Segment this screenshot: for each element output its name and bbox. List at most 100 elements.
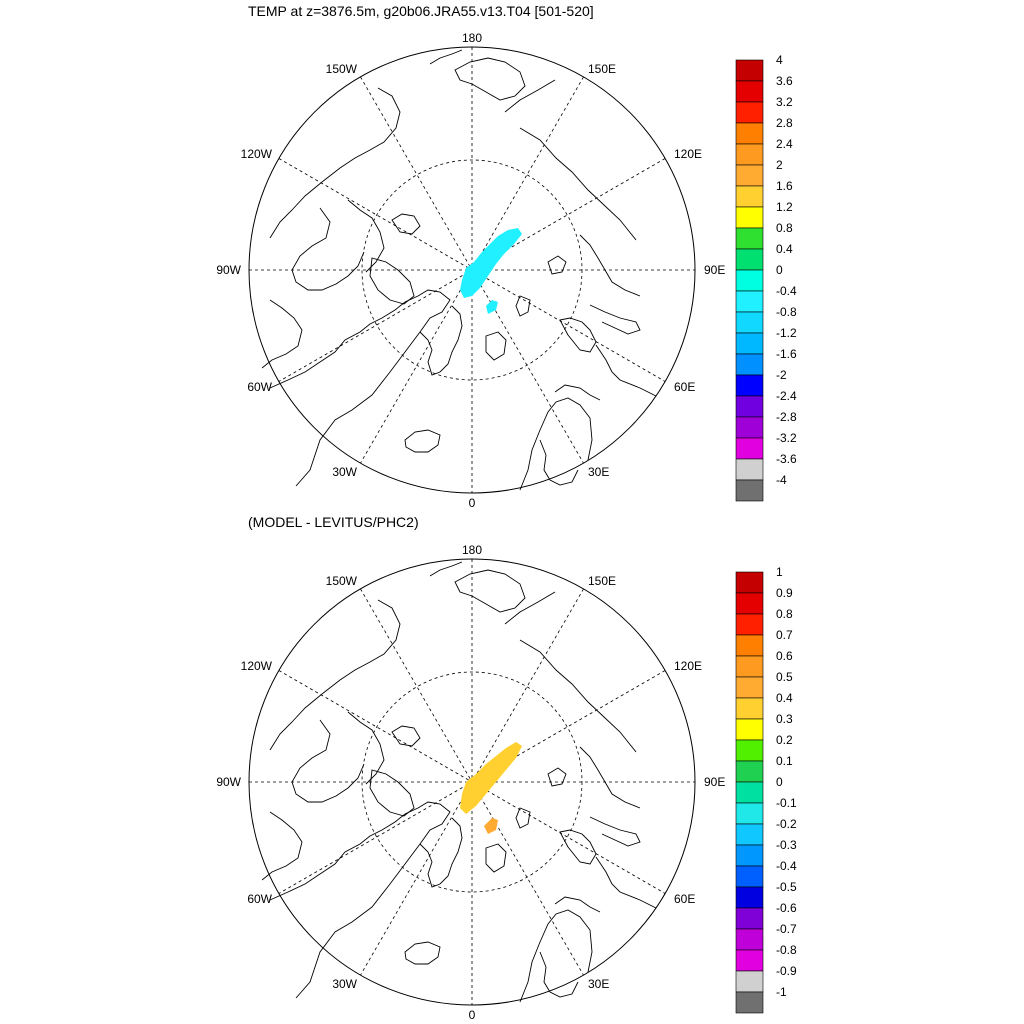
lon-label-30w: 30W [332,977,357,991]
colorbar-swatch [735,59,764,82]
lon-label-0: 0 [469,496,476,510]
colorbar-swatch [735,374,764,397]
colorbar-label: 0.2 [776,733,793,747]
lon-label-180: 180 [462,543,482,557]
colorbar-label: 3.2 [776,95,793,109]
colorbar-swatch [735,269,764,292]
colorbar-swatch [735,353,764,376]
colorbar-swatch [735,290,764,313]
colorbar-swatch [735,928,764,951]
colorbar-swatch [735,781,764,804]
colorbar-swatch [735,802,764,825]
colorbar-label: 0 [776,775,783,789]
colorbar-label: 0.1 [776,754,793,768]
colorbar-swatch [735,844,764,867]
lon-label-120w: 120W [241,659,273,673]
colorbar-label: -2 [776,368,787,382]
lon-label-150e: 150E [588,574,616,588]
lon-label-30w: 30W [332,465,357,479]
colorbar-label: 0.6 [776,649,793,663]
colorbar-swatch [735,613,764,636]
colorbar-label: -0.9 [776,964,797,978]
colorbar-swatch [735,697,764,720]
colorbar-label: -0.4 [776,284,797,298]
anomaly-patch-main [460,742,522,834]
lon-label-60w: 60W [247,380,272,394]
colorbar-label: -0.8 [776,305,797,319]
coastlines [261,561,657,1003]
colorbar-label: 1.2 [776,200,793,214]
lon-label-150w: 150W [326,574,358,588]
colorbar-label: -2.8 [776,410,797,424]
anomaly-patch-main [460,228,522,314]
colorbar-label: -3.6 [776,452,797,466]
colorbar-swatch [735,248,764,271]
colorbar-swatch [735,907,764,930]
lon-label-0: 0 [469,1008,476,1022]
colorbar-label: -3.2 [776,431,797,445]
colorbar-swatch [735,571,764,594]
colorbar-swatch [735,655,764,678]
colorbar-swatch [735,122,764,145]
map-disk: 180 0 150W 150E 120W 120E 90W 90E 60W 60… [216,31,725,510]
polar-map-bottom: 180 0 150W 150E 120W 120E 90W 90E 60W 60… [216,543,797,1022]
colorbar-swatch [735,970,764,993]
colorbar-label: -0.3 [776,838,797,852]
colorbar-swatch [735,311,764,334]
colorbar-label: 0.7 [776,628,793,642]
panel-title-bottom: (MODEL - LEVITUS/PHC2) [248,514,419,530]
colorbar-swatch [735,718,764,741]
lon-label-30e: 30E [588,465,609,479]
colorbar-swatch [735,395,764,418]
lon-label-180: 180 [462,31,482,45]
colorbar-bottom: 1 0.9 0.8 0.7 0.6 0.5 0.4 0.3 0.2 0.1 0 -0.1 -0.2 -0.… [735,565,797,1014]
colorbar-label: 0.4 [776,691,793,705]
colorbar-label: -0.4 [776,859,797,873]
colorbar-label: 0.8 [776,607,793,621]
colorbar-swatch [735,739,764,762]
colorbar-label: 0.8 [776,221,793,235]
lon-label-120w: 120W [241,147,273,161]
colorbar-swatch [735,227,764,250]
colorbar-swatch [735,886,764,909]
colorbar-swatch [735,206,764,229]
colorbar-label: 2 [776,158,783,172]
colorbar-label: 0.3 [776,712,793,726]
colorbar-top: 4 3.6 3.2 2.8 2.4 2 1.6 1.2 0.8 0.4 0 -0.4 -0.8 -1.2 -… [735,53,797,502]
colorbar-label: -0.6 [776,901,797,915]
colorbar-swatch [735,479,764,502]
colorbar-swatch [735,143,764,166]
lon-label-90e: 90E [704,775,725,789]
panel-title-top: TEMP at z=3876.5m, g20b06.JRA55.v13.T04 … [248,3,594,19]
colorbar-label: 4 [776,53,783,67]
colorbar-swatch [735,949,764,972]
colorbar-label: 0.9 [776,586,793,600]
colorbar-swatch [735,865,764,888]
colorbar-swatch [735,991,764,1014]
colorbar-label: 0.4 [776,242,793,256]
colorbar-label: -4 [776,473,787,487]
polar-map-top: 180 0 150W 150E 120W 120E 90W 90E 60W 60… [216,31,797,510]
colorbar-label: -2.4 [776,389,797,403]
lon-label-90w: 90W [216,775,241,789]
colorbar-label: 0 [776,263,783,277]
colorbar-label: 2.8 [776,116,793,130]
lon-label-60w: 60W [247,892,272,906]
lon-label-90w: 90W [216,263,241,277]
colorbar-label: 2.4 [776,137,793,151]
colorbar-swatch [735,634,764,657]
colorbar-swatch [735,80,764,103]
lon-label-90e: 90E [704,263,725,277]
lon-label-60e: 60E [674,380,695,394]
colorbar-swatch [735,592,764,615]
colorbar-label: -1.6 [776,347,797,361]
colorbar-swatch [735,416,764,439]
map-disk: 180 0 150W 150E 120W 120E 90W 90E 60W 60… [216,543,725,1022]
lon-label-120e: 120E [674,147,702,161]
colorbar-label: -0.5 [776,880,797,894]
colorbar-label: 1 [776,565,783,579]
colorbar-swatch [735,458,764,481]
lon-label-150e: 150E [588,62,616,76]
colorbar-label: -1.2 [776,326,797,340]
colorbar-swatch [735,101,764,124]
